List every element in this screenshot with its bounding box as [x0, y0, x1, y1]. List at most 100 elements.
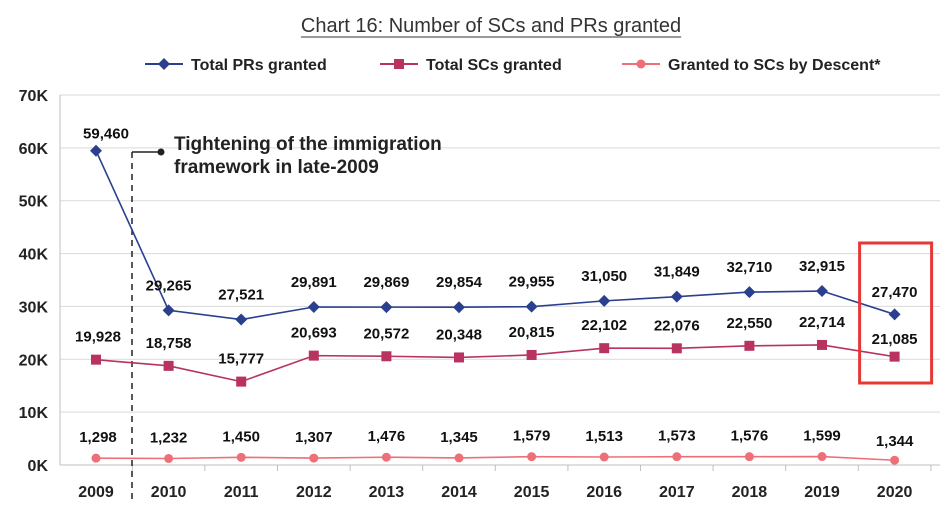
data-point: [308, 350, 319, 361]
data-label: 20,348: [436, 326, 482, 343]
chart-title: Chart 16: Number of SCs and PRs granted: [301, 15, 681, 37]
data-point: [743, 286, 756, 299]
data-point: [525, 300, 538, 313]
annotation-line-2: framework in late-2009: [174, 157, 379, 178]
highlight-layer: [858, 241, 934, 385]
data-point: [307, 301, 320, 314]
data-point: [164, 453, 174, 463]
data-label: 29,955: [509, 274, 555, 291]
data-point: [236, 452, 246, 462]
y-gridlines: [60, 94, 940, 413]
data-label: 20,572: [363, 325, 409, 342]
series-total-scs-granted: [91, 339, 900, 387]
data-point: [236, 376, 247, 387]
data-labels-total-scs-granted: 19,928 18,758 15,777 20,693 20,572 20,348 20,8…: [75, 314, 917, 368]
annotation-line-1: Tightening of the immigration: [174, 134, 442, 155]
data-point: [817, 339, 827, 350]
y-tick-label: 30K: [19, 299, 49, 316]
series-line: [95, 150, 895, 321]
data-label: 1,573: [658, 428, 696, 445]
data-label: 20,693: [291, 325, 337, 342]
x-tick-label-2015: 2015: [514, 484, 550, 501]
data-point: [744, 452, 754, 462]
data-label: 1,232: [150, 429, 188, 446]
data-point: [162, 304, 175, 317]
data-point: [599, 343, 610, 354]
series-total-prs-granted: [90, 144, 901, 326]
y-tick-label: 50K: [19, 194, 49, 211]
data-label: 1,599: [803, 428, 841, 445]
annotation-dot: [157, 148, 165, 156]
data-point: [817, 452, 827, 462]
data-point: [381, 351, 392, 362]
data-point: [671, 343, 682, 354]
x-tick-label-2017: 2017: [659, 484, 695, 501]
legend-marker: [394, 59, 404, 69]
data-label: 1,345: [440, 429, 478, 446]
x-tick-label-2012: 2012: [296, 484, 332, 501]
data-point: [672, 452, 682, 462]
data-label: 27,470: [872, 284, 918, 301]
data-point: [163, 360, 174, 371]
data-point: [380, 301, 393, 314]
data-point: [309, 453, 319, 463]
x-tick-label-2011: 2011: [224, 484, 259, 501]
data-point: [453, 301, 465, 314]
x-tick-label-2016: 2016: [586, 484, 622, 501]
data-label: 1,344: [876, 433, 914, 450]
legend-label: Total SCs granted: [426, 57, 562, 74]
x-tick-label-2019: 2019: [804, 484, 840, 501]
data-point: [454, 453, 464, 463]
data-label: 15,777: [218, 351, 264, 368]
data-point: [527, 452, 537, 462]
data-point: [526, 349, 537, 360]
y-tick-label: 20K: [19, 352, 49, 369]
x-tick-label-2013: 2013: [369, 484, 405, 501]
data-point: [598, 294, 611, 307]
data-point: [890, 455, 900, 465]
y-tick-label: 60K: [19, 141, 49, 158]
data-label: 29,869: [363, 274, 409, 291]
series-granted-to-scs-by-descent: [91, 452, 900, 465]
data-point: [90, 144, 102, 157]
legend: Total PRs granted Total SCs granted Grante…: [145, 57, 881, 74]
series-line: [95, 344, 895, 383]
data-labels: 59,460 29,265 27,521 29,891 29,869 29,854 29,9…: [75, 126, 917, 450]
y-tick-label: 10K: [19, 405, 49, 422]
data-label: 59,460: [83, 126, 129, 143]
data-label: 32,710: [726, 259, 772, 276]
series-line: [95, 455, 895, 462]
data-label: 22,076: [654, 317, 700, 334]
data-label: 1,476: [368, 428, 406, 445]
y-tick-label: 40K: [19, 247, 49, 264]
data-point: [599, 452, 609, 462]
data-label: 20,815: [509, 324, 555, 341]
chart-title-group: Chart 16: Number of SCs and PRs granted: [300, 15, 682, 38]
legend-marker: [636, 59, 646, 69]
data-label: 1,450: [222, 428, 260, 445]
data-label: 1,576: [731, 428, 769, 445]
axes: 0K 10K 20K 30K 40K 50K 60K 70K 2009 2010 2011 2012 2…: [19, 88, 940, 501]
legend-label: Total PRs granted: [191, 57, 327, 74]
data-label: 21,085: [872, 331, 918, 348]
data-point: [381, 452, 391, 462]
data-label: 31,050: [581, 268, 627, 285]
data-point: [670, 290, 683, 303]
data-label: 32,915: [799, 258, 845, 275]
data-label: 29,854: [436, 274, 483, 291]
data-point: [744, 340, 755, 351]
data-label: 1,513: [585, 428, 623, 445]
y-tick-label: 70K: [19, 88, 49, 105]
highlight-box-2020: [858, 241, 934, 385]
data-label: 19,928: [75, 329, 121, 346]
x-tick-label-2014: 2014: [441, 484, 477, 501]
data-labels-granted-to-scs-by-descent: 1,298 1,232 1,450 1,307 1,476 1,345 1,579 1,513…: [79, 428, 914, 450]
data-point: [235, 313, 248, 326]
data-label: 1,307: [295, 429, 333, 446]
legend-marker: [158, 58, 170, 70]
y-tick-label: 0K: [28, 458, 49, 475]
data-label: 29,891: [291, 274, 337, 291]
data-label: 1,298: [79, 429, 117, 446]
